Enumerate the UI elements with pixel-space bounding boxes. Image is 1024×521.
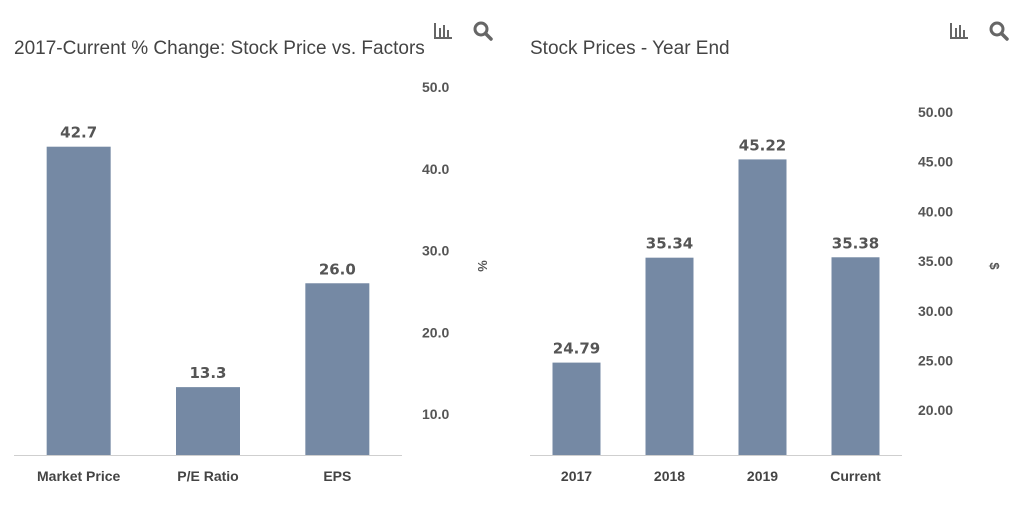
y-tick-label: 10.0 bbox=[422, 406, 449, 422]
data-label: 24.79 bbox=[553, 340, 600, 358]
x-tick-label: 2018 bbox=[654, 468, 685, 484]
y-tick-label: 40.0 bbox=[422, 161, 449, 177]
x-tick-label: EPS bbox=[323, 468, 351, 484]
y-tick-label: 20.0 bbox=[422, 324, 449, 340]
search-icon[interactable] bbox=[988, 20, 1010, 42]
y-tick-label: 20.00 bbox=[918, 402, 953, 418]
x-tick-label: Market Price bbox=[37, 468, 120, 484]
x-tick-label: P/E Ratio bbox=[177, 468, 238, 484]
bar-2019[interactable] bbox=[738, 159, 787, 455]
chart-title: Stock Prices - Year End bbox=[530, 38, 730, 59]
y-tick-label: 50.00 bbox=[918, 104, 953, 120]
data-label: 42.7 bbox=[60, 124, 97, 142]
search-icon[interactable] bbox=[472, 20, 494, 42]
y-tick-label: 35.00 bbox=[918, 253, 953, 269]
y-tick-label: 30.0 bbox=[422, 243, 449, 259]
y-axis-label: % bbox=[475, 260, 490, 272]
x-tick-label: Current bbox=[830, 468, 881, 484]
bar-chart-icon[interactable] bbox=[948, 20, 970, 42]
x-tick-label: 2017 bbox=[561, 468, 592, 484]
y-tick-label: 30.00 bbox=[918, 303, 953, 319]
y-tick-label: 45.00 bbox=[918, 154, 953, 170]
data-label: 45.22 bbox=[739, 136, 786, 154]
data-label: 35.34 bbox=[646, 235, 693, 253]
chart-panel-stock-prices: Stock Prices - Year End 24.79 2017 35.34 20… bbox=[512, 0, 1024, 521]
data-label: 35.38 bbox=[832, 234, 879, 252]
bar-market-price[interactable] bbox=[46, 146, 111, 455]
bar-chart-icon[interactable] bbox=[432, 20, 454, 42]
chart-toolbar bbox=[432, 20, 494, 42]
data-label: 13.3 bbox=[189, 364, 226, 382]
bar-p-e-ratio[interactable] bbox=[176, 387, 240, 455]
y-tick-label: 50.0 bbox=[422, 79, 449, 95]
chart-title: 2017-Current % Change: Stock Price vs. F… bbox=[14, 38, 425, 59]
bar-current[interactable] bbox=[831, 257, 880, 455]
bar-chart-stock-prices: 24.79 2017 35.34 2018 45.22 2019 35.38 Current 2… bbox=[530, 104, 1002, 484]
bar-2017[interactable] bbox=[552, 362, 601, 455]
y-axis-label: $ bbox=[987, 262, 1002, 270]
data-label: 26.0 bbox=[319, 260, 356, 278]
y-tick-label: 40.00 bbox=[918, 203, 953, 219]
bar-eps[interactable] bbox=[305, 283, 370, 455]
chart-toolbar bbox=[948, 20, 1010, 42]
x-tick-label: 2019 bbox=[747, 468, 778, 484]
bar-2018[interactable] bbox=[645, 257, 694, 455]
bar-chart-pct-change: 42.7 Market Price 13.3 P/E Ratio 26.0 EPS 10.0… bbox=[14, 79, 490, 484]
chart-panel-pct-change: 2017-Current % Change: Stock Price vs. F… bbox=[14, 20, 494, 484]
y-tick-label: 25.00 bbox=[918, 353, 953, 369]
